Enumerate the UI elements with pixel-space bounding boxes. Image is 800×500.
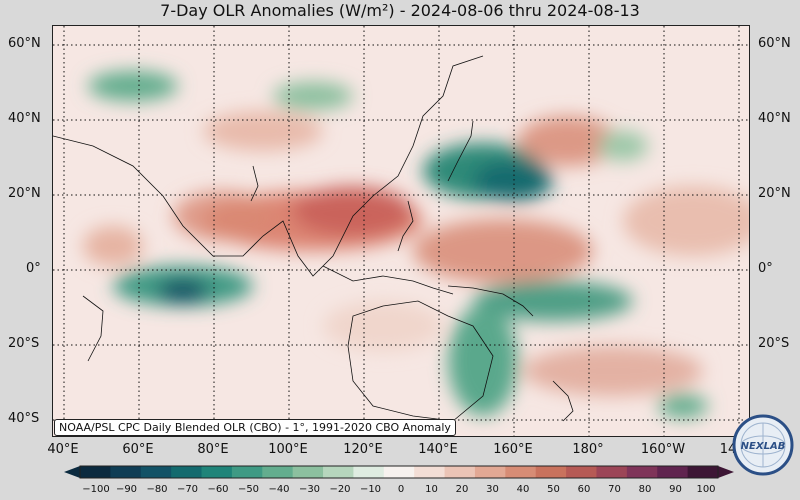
lon-label: 160°W — [640, 442, 686, 457]
colorbar-swatch — [566, 466, 597, 478]
coastlines — [53, 55, 574, 422]
colorbar-border — [79, 465, 719, 479]
colorbar-swatch — [626, 466, 658, 478]
colorbar-arrow-min — [64, 466, 80, 478]
lat-label-left: 0° — [26, 261, 41, 276]
lat-label-right: 20°S — [758, 336, 790, 351]
olr-anomaly-map — [52, 25, 750, 437]
colorbar-tick-label: 50 — [547, 484, 560, 495]
colorbar-swatch — [535, 466, 567, 478]
lon-label: 40°E — [47, 442, 79, 457]
colorbar-tick-label: 0 — [397, 484, 405, 495]
lat-label-right: 20°N — [758, 186, 791, 201]
lat-label-left: 40°N — [8, 111, 41, 126]
lon-label: 120°E — [343, 442, 383, 457]
colorbar-swatch — [110, 466, 142, 478]
lat-label-left: 20°N — [8, 186, 41, 201]
colorbar-swatch — [444, 466, 476, 478]
colorbar-tick-label: 70 — [608, 484, 621, 495]
colorbar-swatch — [505, 466, 537, 478]
lat-label-left: 20°S — [8, 336, 40, 351]
colorbar-tick-label: 100 — [696, 484, 716, 495]
colorbar-tick-label: 40 — [516, 484, 530, 495]
lat-label-right: 0° — [758, 261, 773, 276]
lon-label: 100°E — [268, 442, 308, 457]
lon-label: 180° — [572, 442, 604, 457]
colorbar-tick-label: −80 — [146, 484, 168, 495]
anomaly-field — [83, 71, 749, 418]
colorbar-swatch — [383, 466, 415, 478]
colorbar-tick-label: −70 — [176, 484, 199, 495]
colorbar-tick-label: −60 — [207, 484, 229, 495]
graticule — [53, 26, 749, 436]
lat-label-right: 60°N — [758, 36, 791, 51]
colorbar-tick-label: −10 — [359, 484, 382, 495]
colorbar-tick-label: −40 — [268, 484, 290, 495]
lat-label-left: 60°N — [8, 36, 41, 51]
lon-label: 14 — [719, 442, 737, 457]
colorbar — [64, 465, 734, 479]
colorbar-swatch — [657, 466, 689, 478]
colorbar-swatch — [414, 466, 446, 478]
colorbar-swatch — [687, 466, 719, 478]
colorbar-tick-label: −90 — [115, 484, 138, 495]
lon-label: 140°E — [418, 442, 458, 457]
colorbar-tick-label: −30 — [298, 484, 321, 495]
nexlab-logo: NEXLAB — [732, 414, 794, 476]
map-title: 7-Day OLR Anomalies (W/m²) - 2024-08-06 … — [160, 1, 640, 20]
colorbar-tick-label: 20 — [455, 484, 469, 495]
map-svg — [53, 26, 749, 436]
colorbar-swatch — [292, 466, 324, 478]
colorbar-swatch — [596, 466, 628, 478]
colorbar-swatch — [171, 466, 203, 478]
colorbar-tick-label: 10 — [425, 484, 438, 495]
lon-label: 80°E — [197, 442, 229, 457]
lat-label-left: 40°S — [8, 411, 40, 426]
colorbar-swatch — [80, 466, 111, 478]
colorbar-swatch — [323, 466, 354, 478]
colorbar-arrow-max — [718, 466, 734, 478]
colorbar-swatch — [201, 466, 233, 478]
lon-label: 160°E — [493, 442, 533, 457]
colorbar-tick-label: −50 — [237, 484, 260, 495]
colorbar-swatch — [140, 466, 172, 478]
colorbar-swatch — [474, 466, 506, 478]
colorbar-tick-label: 80 — [638, 484, 652, 495]
colorbar-tick-label: −20 — [329, 484, 351, 495]
svg-text:NEXLAB: NEXLAB — [741, 441, 786, 452]
data-source-credit: NOAA/PSL CPC Daily Blended OLR (CBO) - 1… — [54, 419, 456, 436]
colorbar-tick-label: 90 — [669, 484, 682, 495]
lat-label-right: 40°N — [758, 111, 791, 126]
colorbar-swatch — [262, 466, 294, 478]
colorbar-tick-label: −100 — [82, 484, 110, 495]
lon-label: 60°E — [122, 442, 154, 457]
colorbar-swatch — [231, 466, 263, 478]
colorbar-tick-label: 60 — [577, 484, 591, 495]
colorbar-swatch — [353, 466, 385, 478]
colorbar-tick-label: 30 — [486, 484, 499, 495]
